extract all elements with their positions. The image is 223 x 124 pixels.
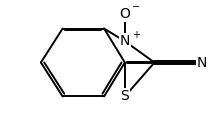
Text: N: N — [120, 34, 130, 48]
Text: +: + — [132, 30, 140, 40]
Text: O: O — [119, 7, 130, 21]
Text: S: S — [120, 89, 129, 103]
Text: N: N — [197, 56, 207, 70]
Text: −: − — [132, 2, 140, 12]
